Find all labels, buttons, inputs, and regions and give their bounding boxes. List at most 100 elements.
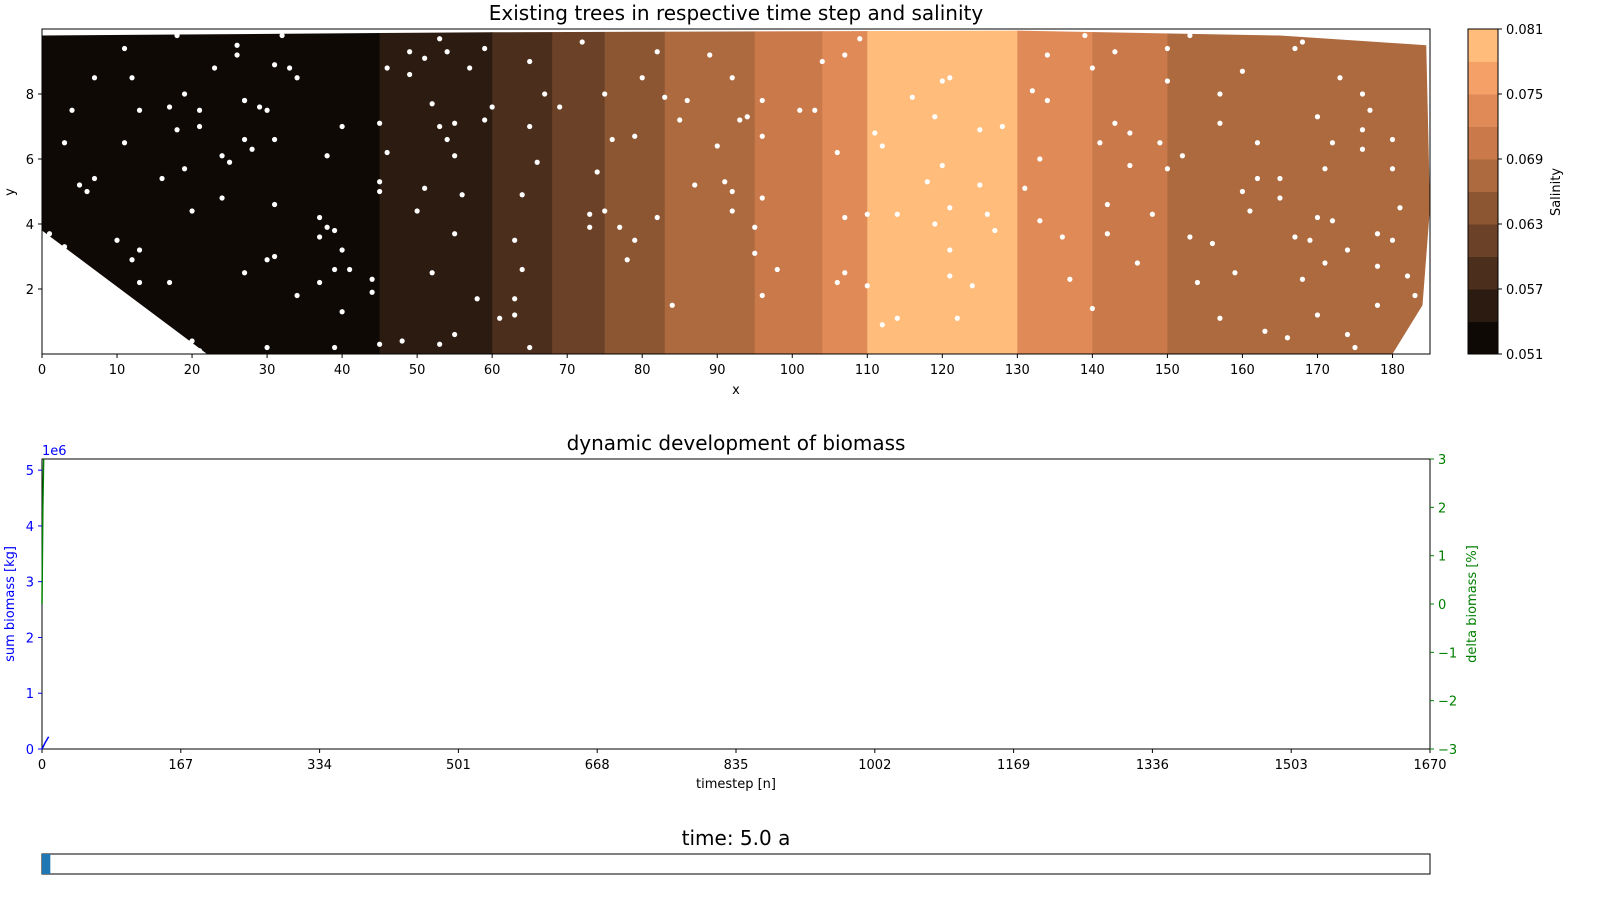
tree-point bbox=[692, 182, 698, 188]
tree-point bbox=[76, 182, 83, 188]
tree-point bbox=[1037, 156, 1043, 162]
x-tick-label: 20 bbox=[184, 363, 201, 378]
x-tick-label: 50 bbox=[409, 363, 426, 378]
x-tick-label: 120 bbox=[930, 363, 955, 378]
x-tick-label: 90 bbox=[709, 363, 726, 378]
tree-point bbox=[527, 344, 533, 351]
tree-point bbox=[722, 179, 728, 185]
tree-point bbox=[437, 341, 443, 347]
tree-point bbox=[1284, 335, 1291, 341]
tree-point bbox=[617, 224, 623, 230]
tree-point bbox=[1329, 140, 1336, 146]
tree-point bbox=[271, 136, 278, 143]
tree-point bbox=[91, 75, 98, 81]
tree-point bbox=[1104, 231, 1110, 237]
tree-point bbox=[339, 309, 345, 315]
tree-point bbox=[1187, 234, 1193, 240]
tree-point bbox=[924, 179, 930, 185]
tree-point bbox=[1164, 45, 1171, 52]
salinity-band bbox=[664, 30, 756, 354]
tree-point bbox=[1322, 260, 1328, 266]
tree-point bbox=[384, 65, 390, 71]
salinity-colorbar: 0.051 0.057 0.063 0.069 0.075 0.081 Salinity bbox=[1467, 23, 1564, 363]
colorbar-frame bbox=[1467, 28, 1499, 355]
tree-point bbox=[894, 211, 900, 217]
tree-point bbox=[211, 65, 218, 71]
tree-point bbox=[271, 62, 278, 68]
tree-point bbox=[181, 91, 188, 97]
tree-point bbox=[46, 231, 53, 237]
tree-point bbox=[489, 104, 495, 110]
tree-point bbox=[1292, 45, 1298, 52]
tree-point bbox=[1389, 166, 1396, 172]
y2-tick-label: 2 bbox=[1438, 501, 1446, 516]
tree-point bbox=[587, 224, 593, 230]
x-tick-label: 668 bbox=[585, 758, 610, 773]
x-tick-label: 160 bbox=[1230, 363, 1255, 378]
tree-point bbox=[377, 341, 383, 347]
tree-point bbox=[654, 214, 660, 221]
tree-point bbox=[271, 201, 278, 208]
y2-tick-label: −1 bbox=[1438, 646, 1457, 661]
tree-point bbox=[512, 296, 518, 302]
salinity-band bbox=[604, 30, 666, 354]
tree-point bbox=[984, 211, 990, 217]
tree-point bbox=[894, 315, 900, 321]
tree-point bbox=[1404, 273, 1411, 279]
tree-point bbox=[1112, 120, 1118, 126]
tree-point bbox=[677, 117, 683, 123]
x-tick-label: 1169 bbox=[997, 758, 1030, 773]
tree-point bbox=[759, 133, 765, 139]
tree-point bbox=[482, 45, 488, 52]
tree-point bbox=[1352, 344, 1358, 351]
tree-point bbox=[317, 279, 323, 286]
salinity-band bbox=[492, 30, 553, 354]
tree-point bbox=[339, 247, 345, 253]
tree-point bbox=[729, 188, 735, 195]
x-tick-label: 60 bbox=[484, 363, 501, 378]
tree-point bbox=[1089, 305, 1095, 312]
y-tick-label: 3 bbox=[26, 576, 34, 591]
tree-point bbox=[437, 123, 443, 130]
tree-point bbox=[294, 75, 300, 81]
tree-point bbox=[1292, 234, 1298, 240]
tree-point bbox=[196, 123, 203, 130]
tree-point bbox=[1397, 205, 1403, 211]
tree-point bbox=[992, 227, 998, 234]
tree-point bbox=[1127, 130, 1133, 136]
tree-point bbox=[947, 273, 953, 279]
tree-point bbox=[759, 195, 765, 201]
tree-point bbox=[91, 175, 98, 182]
tree-point bbox=[1209, 240, 1216, 247]
tree-point bbox=[256, 104, 263, 110]
tree-point bbox=[1037, 218, 1043, 224]
tree-point bbox=[429, 270, 435, 276]
tree-point bbox=[407, 71, 413, 78]
colorbar-level bbox=[1468, 61, 1498, 95]
biomass-frame bbox=[41, 458, 1431, 750]
tree-point bbox=[842, 52, 848, 58]
biomass-chart: dynamic development of biomass 1e6 0 167 3… bbox=[3, 431, 1480, 792]
tree-point bbox=[181, 166, 188, 172]
tree-point bbox=[669, 302, 675, 308]
tree-point bbox=[1307, 237, 1313, 243]
progress-fill bbox=[42, 854, 51, 874]
tree-point bbox=[317, 234, 323, 240]
tree-point bbox=[594, 169, 600, 175]
colorbar-level bbox=[1468, 191, 1498, 225]
tree-point bbox=[1217, 315, 1223, 321]
tree-point bbox=[1044, 52, 1050, 58]
salinity-map-title: Existing trees in respective time step a… bbox=[489, 1, 984, 25]
tree-point bbox=[1412, 292, 1418, 299]
salinity-map-y-axis: 2 4 6 8 bbox=[26, 88, 42, 298]
colorbar-level bbox=[1468, 126, 1498, 160]
tree-point bbox=[271, 253, 278, 260]
tree-point bbox=[947, 75, 953, 81]
tree-point bbox=[452, 120, 458, 126]
y-tick-label: 4 bbox=[26, 218, 34, 233]
tree-point bbox=[1314, 214, 1321, 221]
tree-point bbox=[1044, 97, 1050, 104]
x-tick-label: 70 bbox=[559, 363, 576, 378]
biomass-left-y-axis: 0 1 2 3 4 5 bbox=[26, 464, 42, 758]
